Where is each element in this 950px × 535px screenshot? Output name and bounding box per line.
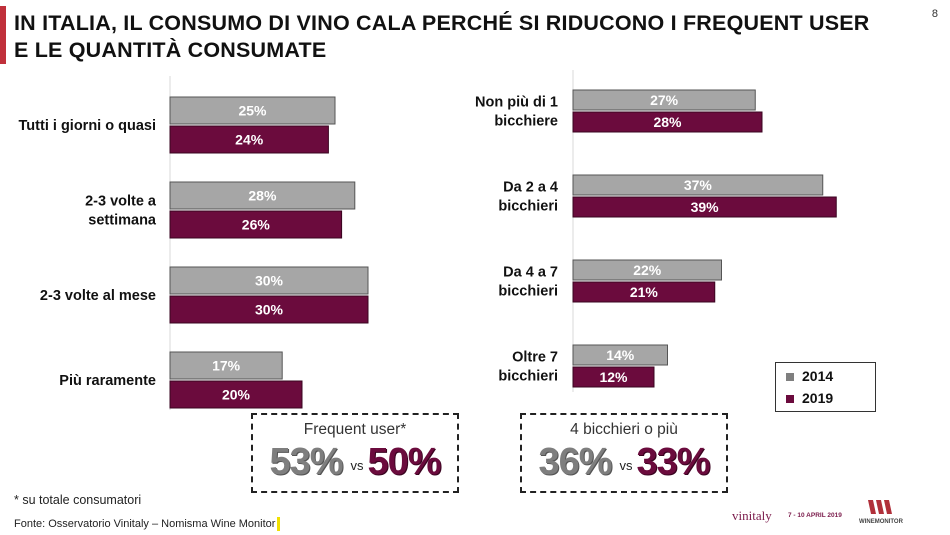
chart2-category-label-4-line-1: Oltre 7 [512,350,558,366]
source-text: Fonte: Osservatorio Vinitaly – Nomisma W… [14,517,276,530]
chart2-category-label-4-line-2: bicchieri [498,369,558,385]
winemonitor-logo-text: WINEMONITOR [859,519,903,525]
chart1-bar-2019-4 [169,380,303,409]
source-highlight-mark [277,517,281,531]
title-line-1: IN ITALIA, IL CONSUMO DI VINO CALA PERCH… [14,11,870,35]
chart1-data-label-2019-4: 20% [222,387,251,403]
callout-frequent-vs: vs [350,458,364,473]
chart1-bar-2014-4 [169,351,283,380]
chart2-bar-2014-3 [572,259,722,281]
chart1-data-label-2019-1: 24% [235,132,264,148]
legend-item-2014: 2014 [786,368,833,384]
legend-label-2019: 2019 [802,390,834,406]
chart1-data-label-2014-2: 28% [248,188,277,204]
chart2-bar-2019-2 [572,196,837,218]
winemonitor-logo-icon [868,500,892,514]
chart1-category-label-2-line-2: settimana [88,213,157,229]
chart2-bar-2019-4 [572,366,655,388]
page-number: 8 [931,8,938,20]
chart1-data-label-2014-1: 25% [238,103,267,119]
chart-legend: 2014 2019 [775,362,876,412]
legend-item-2019: 2019 [786,390,833,406]
legend-swatch-2014 [786,373,794,382]
callout-frequent-label: Frequent user* [303,421,407,438]
chart1-data-label-2014-4: 17% [212,358,241,374]
chart2-category-label-1-line-1: Non più di 1 [475,95,558,111]
winemonitor-logo: WINEMONITOR [858,500,904,526]
callout-quantity-vs: vs [619,458,633,473]
chart1-bar-2014-1 [169,96,336,125]
chart1-bar-2019-1 [169,125,329,154]
chart2-data-label-2014-3: 22% [633,262,662,278]
chart1-data-label-2014-3: 30% [255,273,284,289]
callout-quantity-2019: 33% [636,441,711,483]
chart1-bar-2014-3 [169,266,369,295]
chart2-category-label-3-line-2: bicchieri [498,284,558,300]
callout-frequent-2014: 53% [269,441,343,483]
chart2-bar-2014-1 [572,89,756,111]
title-accent-bar [0,6,6,64]
chart1-data-label-2019-3: 30% [255,302,284,318]
footnote: * su totale consumatori [14,493,142,507]
page-title: IN ITALIA, IL CONSUMO DI VINO CALA PERCH… [14,10,914,64]
chart1-category-label-2-line-1: 2-3 volte a [85,194,157,210]
source-note: Fonte: Osservatorio Vinitaly – Nomisma W… [14,517,281,531]
vinitaly-date: 7 - 10 APRIL 2019 [788,512,842,519]
chart2-category-label-2-line-1: Da 2 a 4 [503,180,558,196]
chart2-data-label-2019-3: 21% [630,284,659,300]
chart2-category-label-1-line-2: bicchiere [494,114,558,130]
vinitaly-logo: vinitaly [732,508,772,523]
legend-swatch-2019 [786,395,794,404]
chart1-category-label-3-line-1: 2-3 volte al mese [40,288,156,304]
chart2-bar-2019-1 [572,111,763,133]
chart1-data-label-2019-2: 26% [242,217,271,233]
chart1-bar-2014-2 [169,181,356,210]
chart2-category-label-3-line-1: Da 4 a 7 [503,265,558,281]
legend-label-2014: 2014 [802,368,834,384]
chart2-bar-2019-3 [572,281,716,303]
chart2-bar-2014-4 [572,344,668,366]
title-line-2: E LE QUANTITÀ CONSUMATE [14,38,327,62]
chart1-bar-2019-2 [169,210,343,239]
chart2-data-label-2019-2: 39% [691,199,720,215]
callout-frequent-user: Frequent user* 53% vs 50% [251,413,459,493]
chart2-data-label-2019-1: 28% [653,114,682,130]
callout-quantity: 4 bicchieri o più 36% vs 33% [520,413,728,493]
callout-frequent-2019: 50% [367,441,442,483]
callout-frequent-values: 53% vs 50% [253,441,457,484]
callout-quantity-label: 4 bicchieri o più [570,421,678,438]
chart2-data-label-2019-4: 12% [599,369,628,385]
chart2-data-label-2014-1: 27% [650,92,679,108]
chart1-category-label-1-line-1: Tutti i giorni o quasi [19,118,156,134]
callout-quantity-values: 36% vs 33% [522,441,726,484]
callout-quantity-2014: 36% [538,441,612,483]
chart2-bar-2014-2 [572,174,824,196]
chart1-bar-2019-3 [169,295,369,324]
chart1-category-label-4-line-1: Più raramente [59,373,156,389]
chart2-data-label-2014-2: 37% [684,177,713,193]
chart2-data-label-2014-4: 14% [606,347,635,363]
chart2-category-label-2-line-2: bicchieri [498,199,558,215]
